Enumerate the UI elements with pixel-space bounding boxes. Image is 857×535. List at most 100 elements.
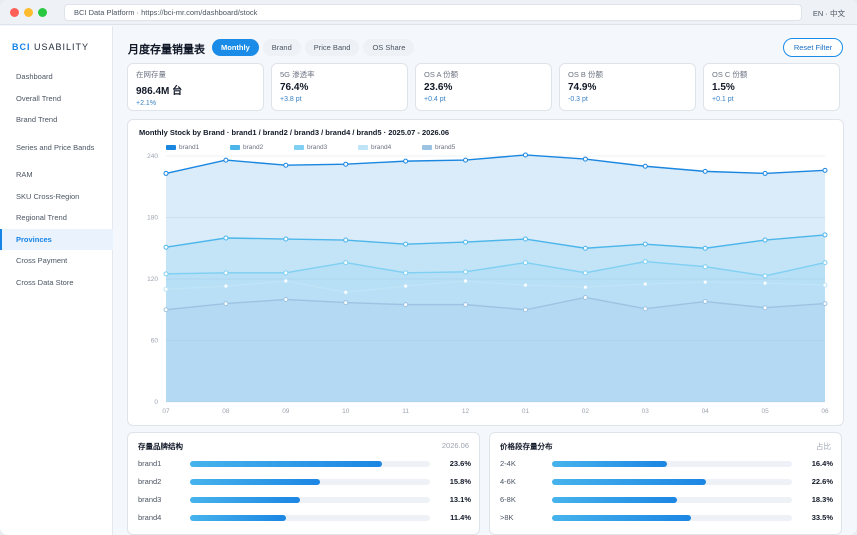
bar-label: brand4 xyxy=(138,513,162,522)
data-point-brand4 xyxy=(522,282,528,288)
x-tick-label: 09 xyxy=(282,408,290,415)
data-point-brand5 xyxy=(822,301,828,307)
bar-value: 13.1% xyxy=(449,495,471,504)
legend-label: brand4 xyxy=(371,144,392,151)
data-point-brand4 xyxy=(163,286,169,292)
data-point-brand4 xyxy=(582,284,588,290)
legend-item-brand4[interactable]: brand4 xyxy=(358,144,422,151)
sidebar-item-cross-data-store[interactable]: Cross Data Store xyxy=(16,278,74,288)
sidebar-item-overall-trend[interactable]: Overall Trend xyxy=(16,93,62,103)
data-point-brand2 xyxy=(283,236,289,242)
bar-track xyxy=(190,479,430,485)
bar-track xyxy=(552,479,792,485)
bar-value: 15.8% xyxy=(449,477,471,486)
bar-row: 2-4K 16.4% xyxy=(500,459,833,469)
bar-track xyxy=(190,461,430,467)
x-tick-label: 07 xyxy=(162,408,170,415)
data-point-brand5 xyxy=(642,306,648,312)
sidebar-item-series-and-price-bands[interactable]: Series and Price Bands xyxy=(16,142,95,152)
kpi-value: 986.4M 台 xyxy=(136,86,183,97)
page-title: 月度存量销量表 xyxy=(128,44,205,56)
minimize-window-button[interactable] xyxy=(24,8,33,17)
bar-value: 11.4% xyxy=(450,513,471,522)
bar-fill xyxy=(552,497,677,503)
data-point-brand4 xyxy=(642,281,648,287)
sidebar-item-sku-cross-region[interactable]: SKU Cross-Region xyxy=(16,191,80,201)
x-tick-label: 02 xyxy=(582,408,590,415)
sidebar-item-brand-trend[interactable]: Brand Trend xyxy=(16,115,58,125)
bar-label: 2-4K xyxy=(500,459,516,468)
kpi-label: 5G 渗透率 xyxy=(280,70,315,79)
legend-swatch xyxy=(166,145,176,150)
data-point-brand2 xyxy=(403,241,409,247)
kpi-delta: +0.1 pt xyxy=(712,96,734,103)
sidebar-item-ram[interactable]: RAM xyxy=(16,170,33,180)
data-point-brand5 xyxy=(702,299,708,305)
legend-swatch xyxy=(294,145,304,150)
tab-price-band[interactable]: Price Band xyxy=(304,39,360,56)
y-tick-label: 120 xyxy=(147,276,158,283)
address-bar[interactable]: BCI Data Platform · https://bci-mr.com/d… xyxy=(64,4,802,21)
data-point-brand2 xyxy=(522,236,528,242)
data-point-brand1 xyxy=(343,161,349,167)
data-point-brand4 xyxy=(702,279,708,285)
tab-os-share[interactable]: OS Share xyxy=(363,39,415,56)
x-tick-label: 10 xyxy=(342,408,350,415)
legend-item-brand5[interactable]: brand5 xyxy=(422,144,486,151)
language-switch[interactable]: EN · 中文 xyxy=(812,9,845,18)
legend-item-brand1[interactable]: brand1 xyxy=(166,144,230,151)
bar-row: brand3 13.1% xyxy=(138,495,471,505)
bar-track xyxy=(190,497,430,503)
data-point-brand1 xyxy=(283,162,289,168)
data-point-brand3 xyxy=(702,264,708,270)
kpi-row: 在网存量 986.4M 台 +2.1% 5G 渗透率 76.4% +3.8 pt OS A … xyxy=(127,63,840,111)
data-point-brand1 xyxy=(762,170,768,176)
data-point-brand3 xyxy=(343,260,349,266)
data-point-brand2 xyxy=(163,244,169,250)
legend-swatch xyxy=(358,145,368,150)
bar-track xyxy=(552,497,792,503)
data-point-brand5 xyxy=(522,307,528,313)
bar-row: >8K 33.5% xyxy=(500,513,833,523)
bar-row: brand1 23.6% xyxy=(138,459,471,469)
data-point-brand1 xyxy=(702,168,708,174)
sidebar-item-regional-trend[interactable]: Regional Trend xyxy=(16,213,67,223)
series-line-brand2 xyxy=(165,234,826,249)
tab-brand[interactable]: Brand xyxy=(262,39,301,56)
sidebar-item-provinces[interactable]: Provinces xyxy=(0,228,113,251)
data-point-brand3 xyxy=(522,260,528,266)
bar-row: 6-8K 18.3% xyxy=(500,495,833,505)
data-point-brand3 xyxy=(223,270,229,276)
data-point-brand1 xyxy=(822,167,828,173)
data-point-brand4 xyxy=(403,283,409,289)
kpi-delta: +3.8 pt xyxy=(280,96,302,103)
kpi-delta: -0.3 pt xyxy=(568,96,588,103)
bar-track xyxy=(552,461,792,467)
title-bar: BCI Data Platform · https://bci-mr.com/d… xyxy=(0,0,857,25)
data-point-brand2 xyxy=(463,239,469,245)
maximize-window-button[interactable] xyxy=(38,8,47,17)
kpi-card: 在网存量 986.4M 台 +2.1% xyxy=(127,63,264,111)
data-point-brand3 xyxy=(163,271,169,277)
legend-item-brand3[interactable]: brand3 xyxy=(294,144,358,151)
bar-value: 22.6% xyxy=(811,477,833,486)
bar-value: 23.6% xyxy=(449,459,471,468)
sidebar-item-cross-payment[interactable]: Cross Payment xyxy=(16,256,68,266)
sidebar-item-dashboard[interactable]: Dashboard xyxy=(16,72,53,82)
tab-monthly[interactable]: Monthly xyxy=(212,39,259,56)
legend-item-brand2[interactable]: brand2 xyxy=(230,144,294,151)
kpi-delta: +0.4 pt xyxy=(424,96,446,103)
series-area-brand2 xyxy=(166,234,825,402)
legend-label: brand3 xyxy=(307,144,328,151)
data-point-brand3 xyxy=(463,269,469,275)
data-point-brand4 xyxy=(283,278,289,284)
kpi-delta: +2.1% xyxy=(136,100,157,107)
kpi-value: 76.4% xyxy=(280,82,309,93)
data-point-brand3 xyxy=(822,260,828,266)
series-area-brand4 xyxy=(166,281,825,402)
brand-prefix: BCI xyxy=(12,42,31,52)
x-tick-label: 01 xyxy=(522,408,530,415)
data-point-brand3 xyxy=(283,270,289,276)
reset-filter-button[interactable]: Reset Filter xyxy=(783,38,843,57)
close-window-button[interactable] xyxy=(10,8,19,17)
